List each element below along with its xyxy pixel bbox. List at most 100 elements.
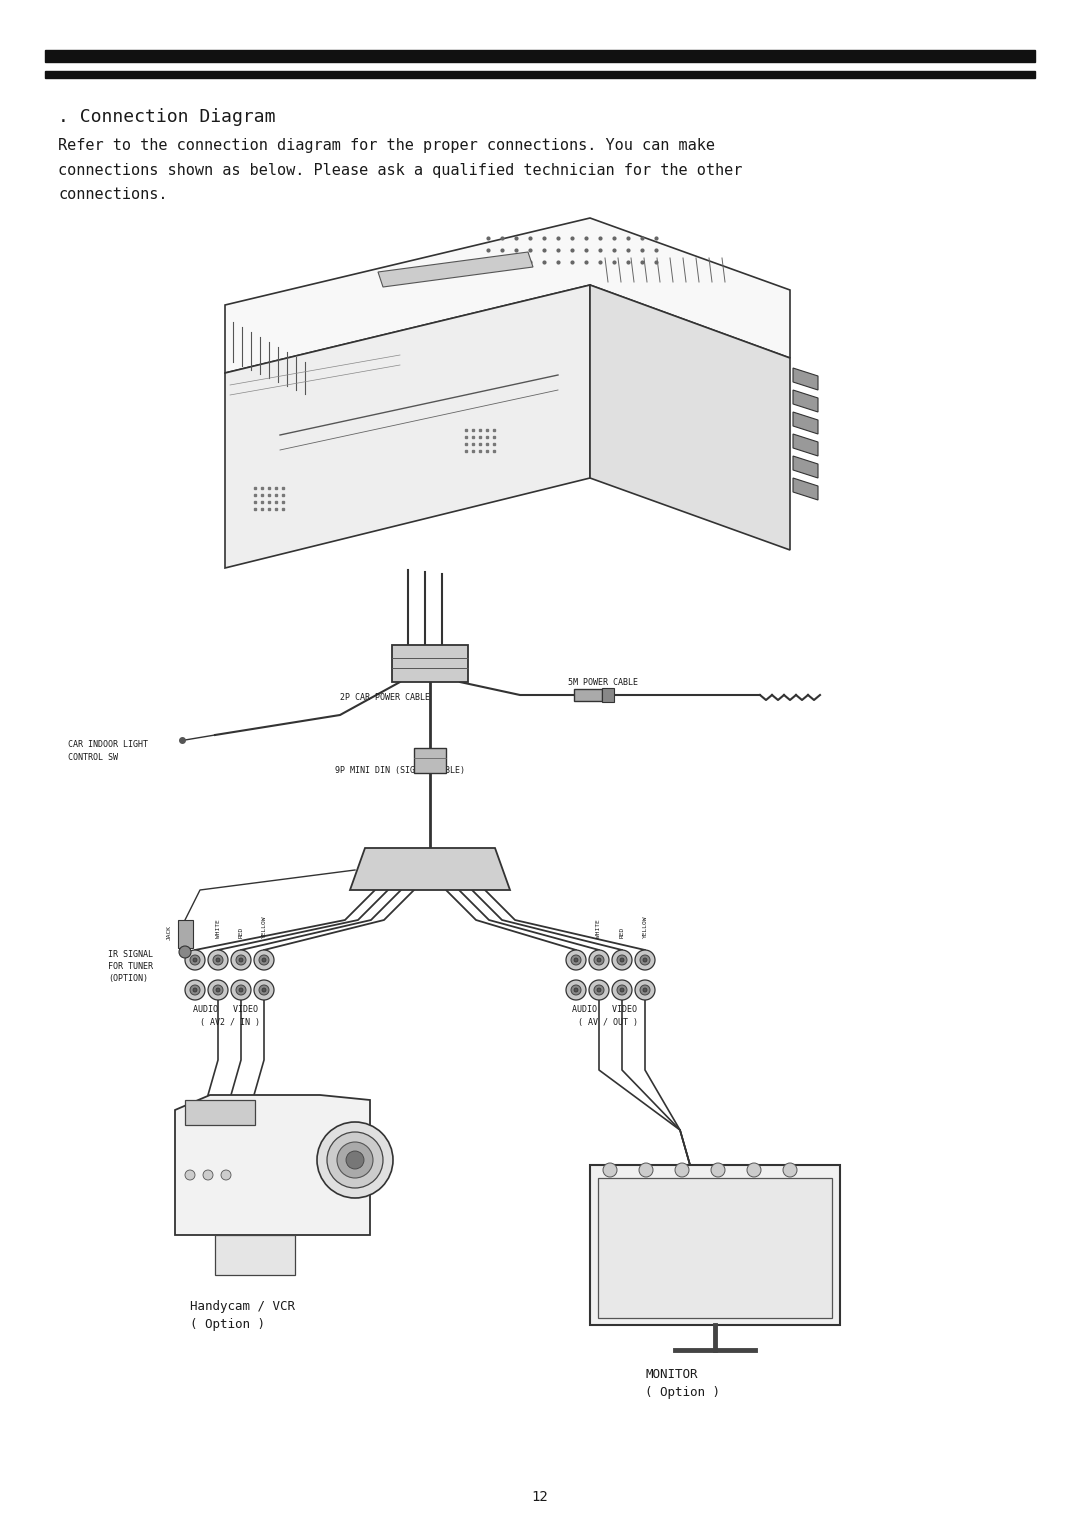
- Polygon shape: [590, 1164, 840, 1325]
- Polygon shape: [793, 455, 818, 478]
- Text: ( AV2 / IN ): ( AV2 / IN ): [200, 1018, 260, 1027]
- Circle shape: [346, 1151, 364, 1169]
- Text: WHITE: WHITE: [216, 920, 220, 938]
- Circle shape: [594, 955, 604, 966]
- Circle shape: [213, 955, 222, 966]
- Circle shape: [179, 946, 191, 958]
- Polygon shape: [573, 689, 602, 701]
- Circle shape: [617, 955, 627, 966]
- Circle shape: [589, 979, 609, 999]
- Circle shape: [337, 1141, 373, 1178]
- Circle shape: [612, 950, 632, 970]
- Text: RED: RED: [239, 927, 243, 938]
- Circle shape: [208, 950, 228, 970]
- Circle shape: [566, 979, 586, 999]
- Polygon shape: [350, 848, 510, 889]
- Circle shape: [262, 989, 266, 992]
- Text: 9P MINI DIN (SIGNAL CABLE): 9P MINI DIN (SIGNAL CABLE): [335, 766, 465, 775]
- Circle shape: [711, 1163, 725, 1177]
- Circle shape: [783, 1163, 797, 1177]
- Text: 12: 12: [531, 1490, 549, 1504]
- Circle shape: [643, 958, 647, 963]
- Polygon shape: [793, 368, 818, 390]
- Circle shape: [185, 1170, 195, 1180]
- Circle shape: [612, 979, 632, 999]
- Circle shape: [573, 958, 578, 963]
- Text: MONITOR
( Option ): MONITOR ( Option ): [645, 1368, 720, 1400]
- Circle shape: [571, 955, 581, 966]
- Circle shape: [231, 950, 251, 970]
- Bar: [45, 70, 1035, 78]
- Polygon shape: [598, 1178, 832, 1319]
- Polygon shape: [225, 219, 789, 373]
- Polygon shape: [175, 1096, 370, 1235]
- Text: ( AV / OUT ): ( AV / OUT ): [578, 1018, 638, 1027]
- Text: CAR INDOOR LIGHT
CONTROL SW: CAR INDOOR LIGHT CONTROL SW: [68, 740, 148, 761]
- Circle shape: [193, 989, 197, 992]
- Polygon shape: [378, 252, 534, 287]
- Circle shape: [185, 979, 205, 999]
- Circle shape: [639, 1163, 653, 1177]
- Circle shape: [231, 979, 251, 999]
- Polygon shape: [225, 286, 590, 568]
- Circle shape: [327, 1132, 383, 1187]
- Circle shape: [254, 979, 274, 999]
- Circle shape: [620, 989, 624, 992]
- Text: RED: RED: [620, 927, 624, 938]
- Polygon shape: [392, 645, 468, 681]
- Circle shape: [237, 986, 246, 995]
- Bar: [45, 50, 1035, 63]
- Circle shape: [216, 958, 220, 963]
- Circle shape: [597, 989, 600, 992]
- Circle shape: [239, 958, 243, 963]
- Polygon shape: [793, 478, 818, 500]
- Text: 2P CAR POWER CABLE: 2P CAR POWER CABLE: [340, 694, 430, 701]
- Circle shape: [259, 955, 269, 966]
- Circle shape: [566, 950, 586, 970]
- Polygon shape: [793, 413, 818, 434]
- Text: WHITE: WHITE: [596, 920, 602, 938]
- Circle shape: [597, 958, 600, 963]
- Circle shape: [635, 979, 654, 999]
- Text: IR SIGNAL
FOR TUNER
(OPTION): IR SIGNAL FOR TUNER (OPTION): [108, 950, 153, 983]
- Text: JACK: JACK: [166, 924, 172, 940]
- Circle shape: [221, 1170, 231, 1180]
- Circle shape: [640, 986, 650, 995]
- Text: AUDIO   VIDEO: AUDIO VIDEO: [193, 1005, 258, 1015]
- Circle shape: [643, 989, 647, 992]
- Circle shape: [620, 958, 624, 963]
- Circle shape: [190, 955, 200, 966]
- Circle shape: [675, 1163, 689, 1177]
- Circle shape: [635, 950, 654, 970]
- Circle shape: [208, 979, 228, 999]
- Circle shape: [262, 958, 266, 963]
- Circle shape: [573, 989, 578, 992]
- Circle shape: [216, 989, 220, 992]
- Text: YELLOW: YELLOW: [643, 915, 648, 938]
- Text: YELLOW: YELLOW: [261, 915, 267, 938]
- Polygon shape: [602, 688, 615, 701]
- Circle shape: [185, 950, 205, 970]
- Circle shape: [589, 950, 609, 970]
- Text: 5M POWER CABLE: 5M POWER CABLE: [568, 678, 638, 688]
- Polygon shape: [590, 286, 789, 550]
- Circle shape: [640, 955, 650, 966]
- Circle shape: [747, 1163, 761, 1177]
- Polygon shape: [185, 1100, 255, 1125]
- Circle shape: [318, 1122, 393, 1198]
- Text: Refer to the connection diagram for the proper connections. You can make
connect: Refer to the connection diagram for the …: [58, 138, 742, 202]
- Circle shape: [193, 958, 197, 963]
- Circle shape: [190, 986, 200, 995]
- Circle shape: [259, 986, 269, 995]
- Circle shape: [237, 955, 246, 966]
- Circle shape: [239, 989, 243, 992]
- Circle shape: [594, 986, 604, 995]
- Circle shape: [254, 950, 274, 970]
- Polygon shape: [178, 920, 193, 947]
- Text: Handycam / VCR
( Option ): Handycam / VCR ( Option ): [190, 1300, 295, 1331]
- Circle shape: [603, 1163, 617, 1177]
- Circle shape: [213, 986, 222, 995]
- Polygon shape: [793, 390, 818, 413]
- Polygon shape: [793, 434, 818, 455]
- Polygon shape: [215, 1235, 295, 1274]
